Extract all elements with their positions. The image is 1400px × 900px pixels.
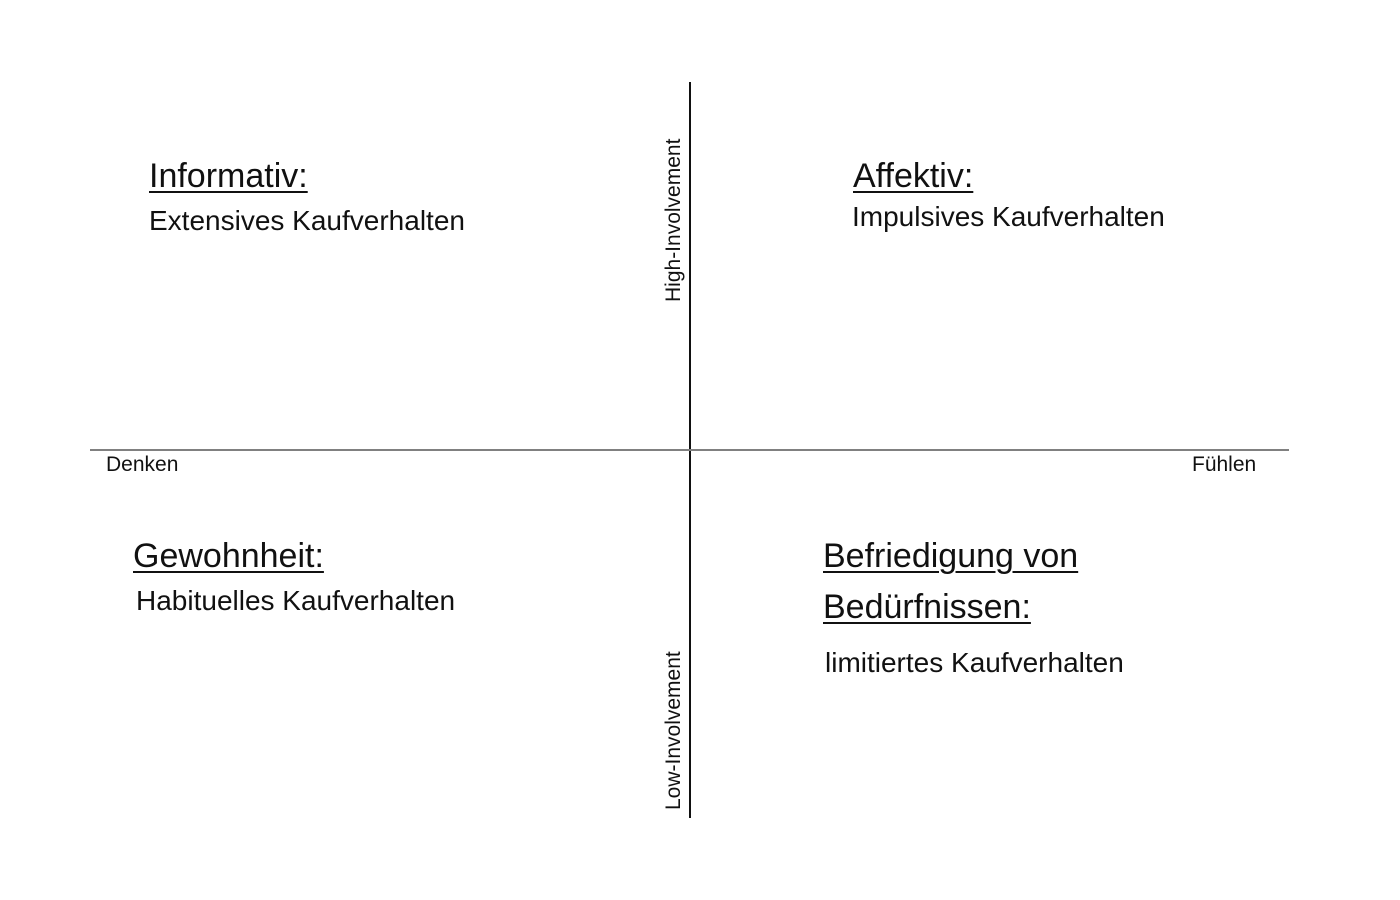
axis-label-low-involvement: Low-Involvement (662, 651, 685, 810)
horizontal-axis-line (90, 449, 1289, 451)
quadrant-title-informativ: Informativ: (149, 157, 308, 195)
quadrant-title-affektiv: Affektiv: (853, 157, 974, 195)
quadrant-title-befriedigung-line2: Bedürfnissen: (823, 588, 1031, 626)
quadrant-subtitle-extensiv: Extensives Kaufverhalten (149, 205, 465, 236)
axis-label-high-involvement: High-Involvement (662, 138, 685, 302)
quadrant-subtitle-limitiert: limitiertes Kaufverhalten (825, 647, 1124, 678)
quadrant-subtitle-habituell: Habituelles Kaufverhalten (136, 585, 456, 616)
axis-label-fuehlen: Fühlen (1192, 453, 1257, 476)
quadrant-subtitle-impulsiv: Impulsives Kaufverhalten (852, 201, 1165, 232)
axis-label-denken: Denken (106, 453, 179, 476)
quadrant-title-befriedigung-line1: Befriedigung von (823, 537, 1079, 575)
quadrant-title-gewohnheit: Gewohnheit: (133, 537, 324, 575)
